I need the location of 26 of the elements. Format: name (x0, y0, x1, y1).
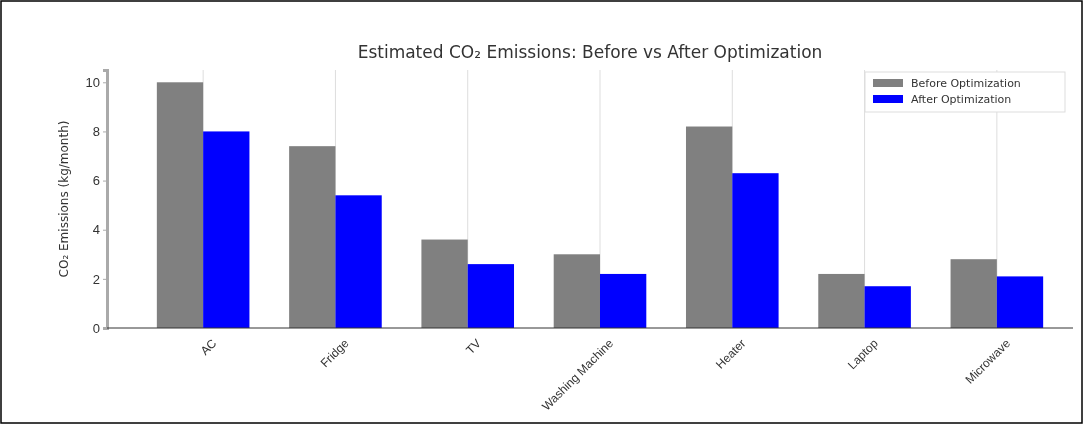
bar (335, 195, 382, 328)
bar (467, 264, 515, 328)
y-tick-label: 10 (85, 74, 100, 90)
y-tick-label: 4 (92, 222, 100, 238)
bar (553, 254, 600, 328)
y-tick-label: 2 (92, 271, 100, 287)
bar (156, 82, 204, 328)
bar (203, 131, 250, 328)
bar (732, 173, 779, 328)
bar (600, 273, 647, 328)
y-tick-label: 8 (92, 124, 100, 140)
y-tick-label: 6 (92, 173, 100, 189)
chart-title: Estimated CO₂ Emissions: Before vs After Optimization (357, 42, 823, 62)
bar (421, 239, 468, 328)
legend-label: After Optimization (911, 93, 1012, 106)
bar (950, 259, 997, 328)
y-axis-title: CO₂ Emissions (kg/month) (57, 120, 71, 278)
y-tick-label: 0 (92, 320, 100, 336)
x-tick-label: AC (197, 336, 220, 358)
bar (685, 126, 733, 328)
x-tick-label: TV (463, 336, 484, 358)
legend-label: Before Optimization (911, 77, 1021, 90)
bar (818, 273, 865, 328)
bar (289, 146, 336, 328)
bar (996, 276, 1044, 328)
bar (864, 286, 911, 328)
